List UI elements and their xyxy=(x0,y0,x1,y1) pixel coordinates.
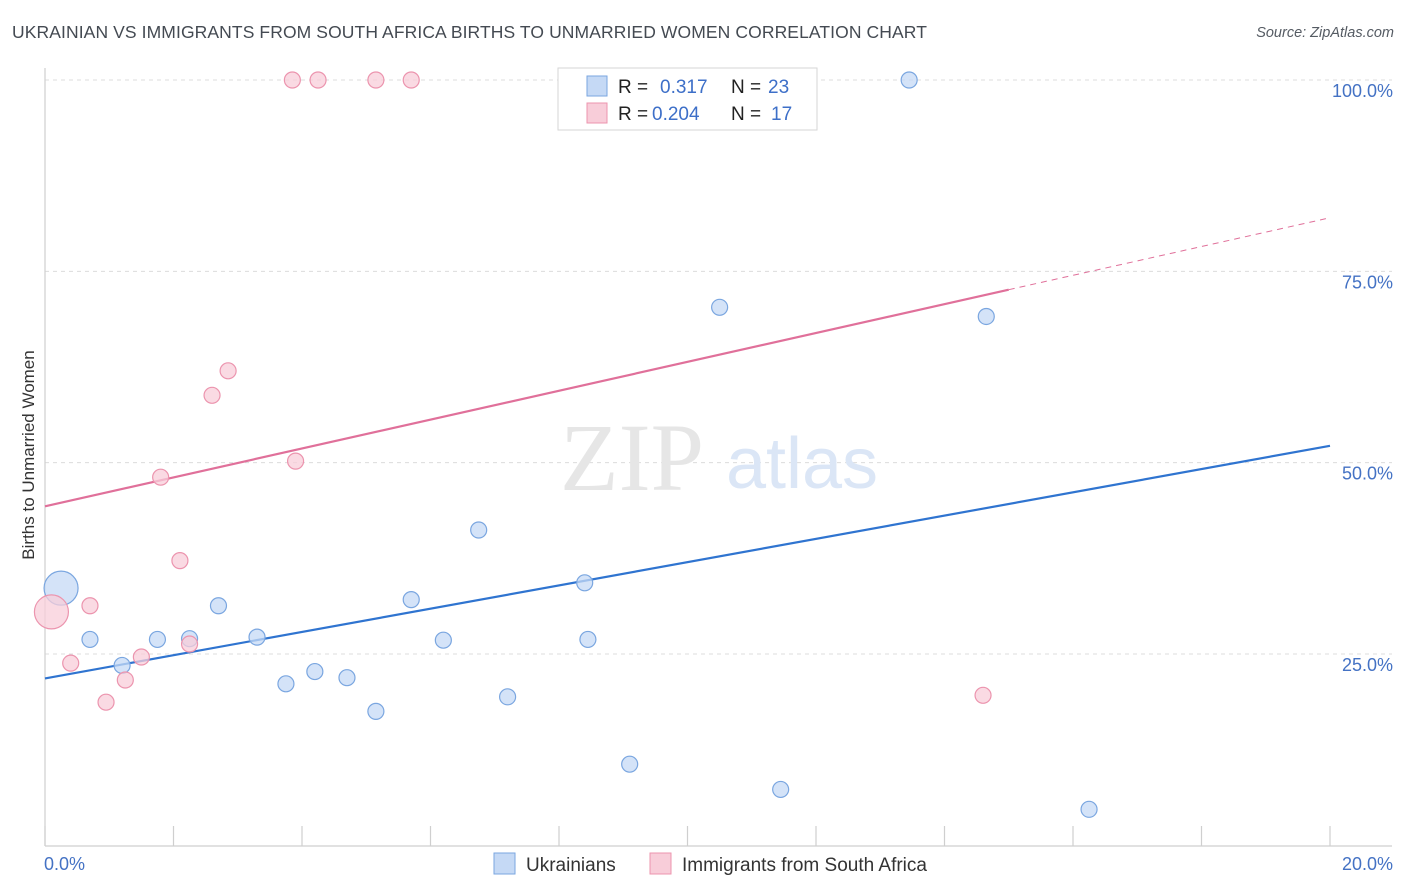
legend-r-label-2: R = xyxy=(618,104,648,125)
legend-r-value-2: 0.204 xyxy=(652,104,700,125)
series-legend-swatch-south-africa xyxy=(649,852,672,875)
point-south-africa-8 xyxy=(180,635,199,653)
legend-n-label-2: N = xyxy=(731,104,761,125)
x-tick-label-1: 20.0% xyxy=(1342,854,1393,874)
series-legend-label-south-africa: Immigrants from South Africa xyxy=(682,855,927,876)
point-south-africa-16 xyxy=(974,686,992,704)
point-ukrainians-7 xyxy=(277,675,295,693)
legend-n-value-1: 23 xyxy=(768,77,789,98)
point-south-africa-7 xyxy=(171,552,189,570)
point-ukrainians-9 xyxy=(338,669,356,687)
y-tick-label-3: 100.0% xyxy=(1332,81,1393,101)
y-tick-label-2: 75.0% xyxy=(1342,272,1393,292)
y-tick-label-1: 50.0% xyxy=(1342,464,1393,484)
point-ukrainians-13 xyxy=(470,521,488,539)
point-ukrainians-5 xyxy=(209,597,228,615)
point-south-africa-11 xyxy=(283,71,301,89)
legend-n-value-2: 17 xyxy=(771,104,792,125)
point-ukrainians-18 xyxy=(711,298,729,316)
point-ukrainians-12 xyxy=(434,631,452,649)
point-south-africa-12 xyxy=(286,452,305,470)
y-tick-label-0: 25.0% xyxy=(1342,655,1393,675)
legend-swatch-ukrainians xyxy=(586,75,608,97)
point-ukrainians-10 xyxy=(367,702,385,720)
point-ukrainians-19 xyxy=(772,780,790,799)
legend-r-value-1: 0.317 xyxy=(660,77,708,98)
source-credit: Source: ZipAtlas.com xyxy=(1256,25,1394,41)
watermark: ZIP atlas xyxy=(560,404,878,511)
point-south-africa-14 xyxy=(367,71,385,89)
point-ukrainians-2 xyxy=(113,656,131,675)
trend-line-south-africa xyxy=(44,288,1009,508)
point-ukrainians-17 xyxy=(621,755,639,773)
axis-layer: 25.0% 50.0% 75.0% 100.0% 0.0% 20.0% xyxy=(44,68,1393,874)
point-ukrainians-14 xyxy=(499,688,517,706)
point-south-africa-1 xyxy=(62,654,80,672)
point-ukrainians-6 xyxy=(248,628,266,646)
point-south-africa-10 xyxy=(219,362,237,380)
point-south-africa-6 xyxy=(152,468,170,486)
series-legend: Ukrainians Immigrants from South Africa xyxy=(493,852,927,876)
point-south-africa-15 xyxy=(402,71,420,89)
point-ukrainians-11 xyxy=(402,591,420,609)
x-tick-label-0: 0.0% xyxy=(44,854,85,874)
point-ukrainians-3 xyxy=(148,630,167,649)
point-south-africa-5 xyxy=(132,648,150,666)
point-south-africa-13 xyxy=(309,71,327,89)
point-ukrainians-22 xyxy=(1080,800,1098,818)
legend-n-label-1: N = xyxy=(731,77,761,98)
y-axis-label: Births to Unmarried Women xyxy=(19,350,38,559)
point-ukrainians-15 xyxy=(576,574,594,592)
watermark-zip: ZIP xyxy=(560,404,704,511)
point-south-africa-3 xyxy=(97,693,115,711)
point-south-africa-4 xyxy=(116,671,134,689)
correlation-legend: R = 0.317 N = 23 R = 0.204 N = 17 xyxy=(557,67,818,131)
point-ukrainians-1 xyxy=(81,630,99,649)
point-ukrainians-21 xyxy=(977,307,995,326)
point-south-africa-0 xyxy=(33,594,70,630)
watermark-atlas: atlas xyxy=(726,424,878,504)
point-ukrainians-20 xyxy=(900,71,918,89)
series-legend-label-ukrainians: Ukrainians xyxy=(526,855,616,876)
legend-r-label-1: R = xyxy=(618,77,648,98)
chart-title: UKRAINIAN VS IMMIGRANTS FROM SOUTH AFRIC… xyxy=(12,22,928,42)
point-ukrainians-8 xyxy=(306,662,324,681)
point-south-africa-9 xyxy=(203,386,221,404)
series-legend-swatch-ukrainians xyxy=(493,852,516,875)
point-ukrainians-16 xyxy=(579,630,597,649)
data-points xyxy=(33,71,1098,818)
legend-swatch-south-africa xyxy=(586,102,608,124)
trend-line-south-africa-extension xyxy=(1008,217,1331,291)
grid-layer xyxy=(45,79,1392,655)
point-south-africa-2 xyxy=(81,597,99,615)
